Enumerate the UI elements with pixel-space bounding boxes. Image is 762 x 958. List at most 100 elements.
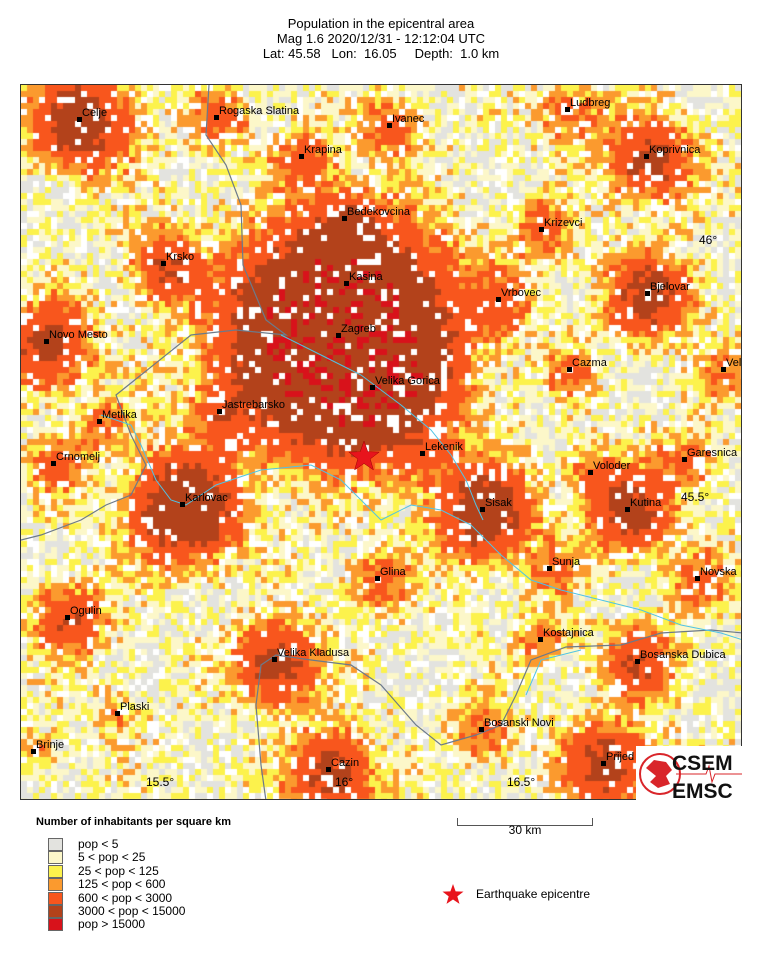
legend-title: Number of inhabitants per square km — [36, 816, 231, 828]
city-marker — [601, 761, 606, 766]
city-marker — [180, 502, 185, 507]
city-label: Novo Mesto — [49, 329, 108, 341]
city-label: Ludbreg — [570, 97, 611, 109]
lon-label-15-5: 15.5° — [146, 775, 175, 789]
city-label: Lekenik — [425, 441, 463, 453]
city-marker — [77, 117, 82, 122]
lon-label-16-5: 16.5° — [507, 775, 536, 789]
map-title: Population in the epicentral area — [287, 16, 475, 31]
city-label: Karlovac — [185, 492, 228, 504]
lat-label-45-5: 45.5° — [681, 490, 710, 504]
city-marker — [420, 451, 425, 456]
legend-swatch — [48, 905, 63, 918]
lat-label-46: 46° — [699, 233, 718, 247]
city-marker — [588, 470, 593, 475]
city-label: Cazin — [331, 757, 360, 769]
city-marker — [565, 107, 570, 112]
city-marker — [370, 385, 375, 390]
city-marker — [547, 566, 552, 571]
population-density-raster — [21, 85, 741, 799]
city-marker — [644, 154, 649, 159]
city-marker — [539, 227, 544, 232]
city-marker — [336, 333, 341, 338]
city-marker — [344, 281, 349, 286]
city-marker — [695, 576, 700, 581]
city-marker — [272, 657, 277, 662]
border-slovenia-croatia — [21, 85, 289, 541]
city-label: Vel — [726, 357, 742, 369]
legend-swatch — [48, 878, 63, 892]
city-label: Velika Gorica — [375, 375, 440, 387]
city-label: Celje — [82, 107, 108, 119]
city-marker — [44, 339, 49, 344]
river-una — [525, 649, 582, 696]
city-label: Sunja — [552, 556, 581, 568]
legend-label: 600 < pop < 3000 — [78, 890, 173, 905]
city-marker — [375, 576, 380, 581]
city-marker — [387, 123, 392, 128]
city-marker — [342, 216, 347, 221]
city-label: Krsko — [166, 251, 195, 263]
city-marker — [299, 154, 304, 159]
event-location: Lat: 45.58 Lon: 16.05 Depth: 1.0 km — [262, 46, 500, 61]
legend-swatch — [48, 851, 63, 865]
city-marker — [217, 409, 222, 414]
city-marker — [682, 457, 687, 462]
city-label: Garesnica — [687, 447, 738, 459]
scale-bar — [457, 818, 593, 826]
border-croatia-bosnia — [255, 629, 741, 799]
city-label: Crnomelj — [56, 451, 101, 463]
city-marker — [31, 749, 36, 754]
legend-label: 3000 < pop < 15000 — [78, 904, 186, 918]
city-label: Sisak — [485, 497, 512, 509]
city-label: Plaski — [120, 701, 150, 713]
city-marker — [480, 507, 485, 512]
lon-label-16: 16° — [335, 775, 354, 789]
legend-label: pop > 15000 — [78, 917, 146, 932]
city-marker — [214, 115, 219, 120]
event-info: Mag 1.6 2020/12/31 - 12:12:04 UTC — [276, 31, 486, 46]
epicentre-star-icon — [348, 440, 380, 471]
city-label: Kasina — [349, 271, 383, 283]
city-label: Metlika — [102, 409, 137, 421]
legend-swatch — [48, 891, 63, 905]
city-label: Ogulin — [70, 605, 102, 617]
city-label: Rogaska Slatina — [219, 105, 300, 117]
country-borders — [21, 85, 741, 799]
river-sava — [280, 334, 484, 521]
city-marker — [161, 261, 166, 266]
svg-text:CSEM: CSEM — [672, 752, 733, 775]
legend-swatch — [48, 918, 63, 932]
city-label: Krapina — [304, 144, 342, 156]
city-label: Kutina — [630, 497, 662, 509]
city-label: Novska — [700, 566, 737, 578]
city-label: Bosanska Dubica — [640, 649, 726, 661]
city-marker — [326, 767, 331, 772]
rivers — [100, 334, 741, 696]
city-marker — [635, 659, 640, 664]
city-label: Koprivnica — [649, 144, 701, 156]
city-label: Voloder — [593, 460, 631, 472]
city-label: Glina — [380, 566, 406, 578]
legend-label: pop < 5 — [78, 837, 119, 851]
city-label: Cazma — [572, 357, 607, 369]
legend-label: 25 < pop < 125 — [78, 863, 159, 878]
city-marker — [97, 419, 102, 424]
city-label: Brinje — [36, 739, 65, 751]
city-marker — [496, 297, 501, 302]
city-marker — [51, 461, 56, 466]
scale-bar-label: 30 km — [508, 823, 542, 837]
svg-text:EMSC: EMSC — [672, 780, 733, 802]
legend-swatch — [48, 838, 63, 851]
map-overlay — [21, 85, 741, 799]
city-label: Krizevci — [544, 217, 583, 229]
city-label: Ivanec — [392, 113, 425, 125]
city-label: Zagreb — [341, 323, 376, 335]
city-marker — [479, 727, 484, 732]
river-kupa — [100, 414, 741, 640]
population-map: Celje Rogaska Slatina Ivanec Ludbreg Krapina… — [20, 84, 742, 800]
city-label: Bosanski Novi — [484, 717, 554, 729]
legend-epicentre-label: Earthquake epicentre — [476, 887, 591, 901]
legend-label: 125 < pop < 600 — [78, 877, 166, 892]
city-marker — [645, 291, 650, 296]
